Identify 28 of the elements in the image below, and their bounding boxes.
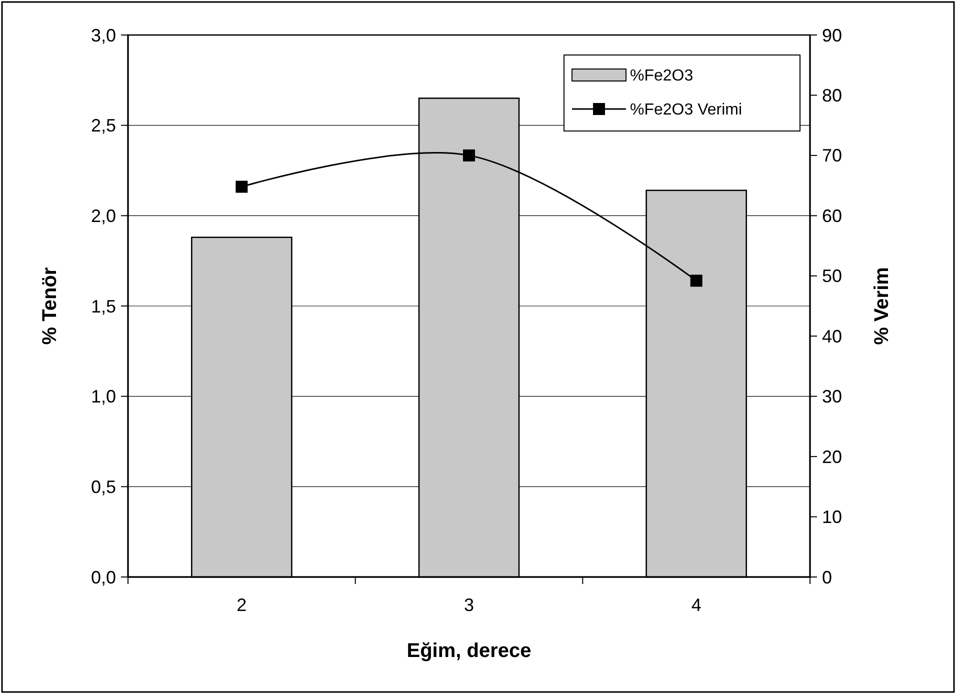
y2-tick-label: 30 [822,386,842,407]
y2-tick-label: 90 [822,25,842,46]
y2-tick-label: 70 [822,146,842,166]
x-tick-label: 3 [464,595,474,615]
y2-tick-label: 80 [822,86,842,106]
y-tick-label: 0,0 [90,567,116,588]
y2-axis-title: % Verim [871,267,893,345]
y-tick-label: 1,0 [90,386,116,407]
y2-tick-label: 60 [822,206,842,226]
x-axis-title: Eğim, derece [406,640,532,662]
point [463,149,475,162]
y2-tick-label: 20 [822,446,842,467]
x-tick-label: 4 [691,595,702,615]
y2-tick-label: 40 [822,326,842,346]
y-tick-label: 0,5 [90,476,116,497]
legend-label: %Fe2O3 [630,68,694,85]
point [690,274,702,287]
point [236,180,248,193]
y-tick-label: 3,0 [90,25,116,46]
x-tick-label: 2 [236,595,247,615]
y-tick-label: 2,5 [90,116,116,136]
y2-tick-label: 10 [822,507,842,528]
y-tick-label: 1,5 [90,296,116,316]
legend-label: %Fe2O3 Verimi [630,102,742,119]
y2-tick-label: 0 [822,567,832,588]
y-axis-title: % Tenör [39,267,61,345]
y2-tick-label: 50 [822,266,842,286]
y-tick-label: 2,0 [90,206,116,226]
